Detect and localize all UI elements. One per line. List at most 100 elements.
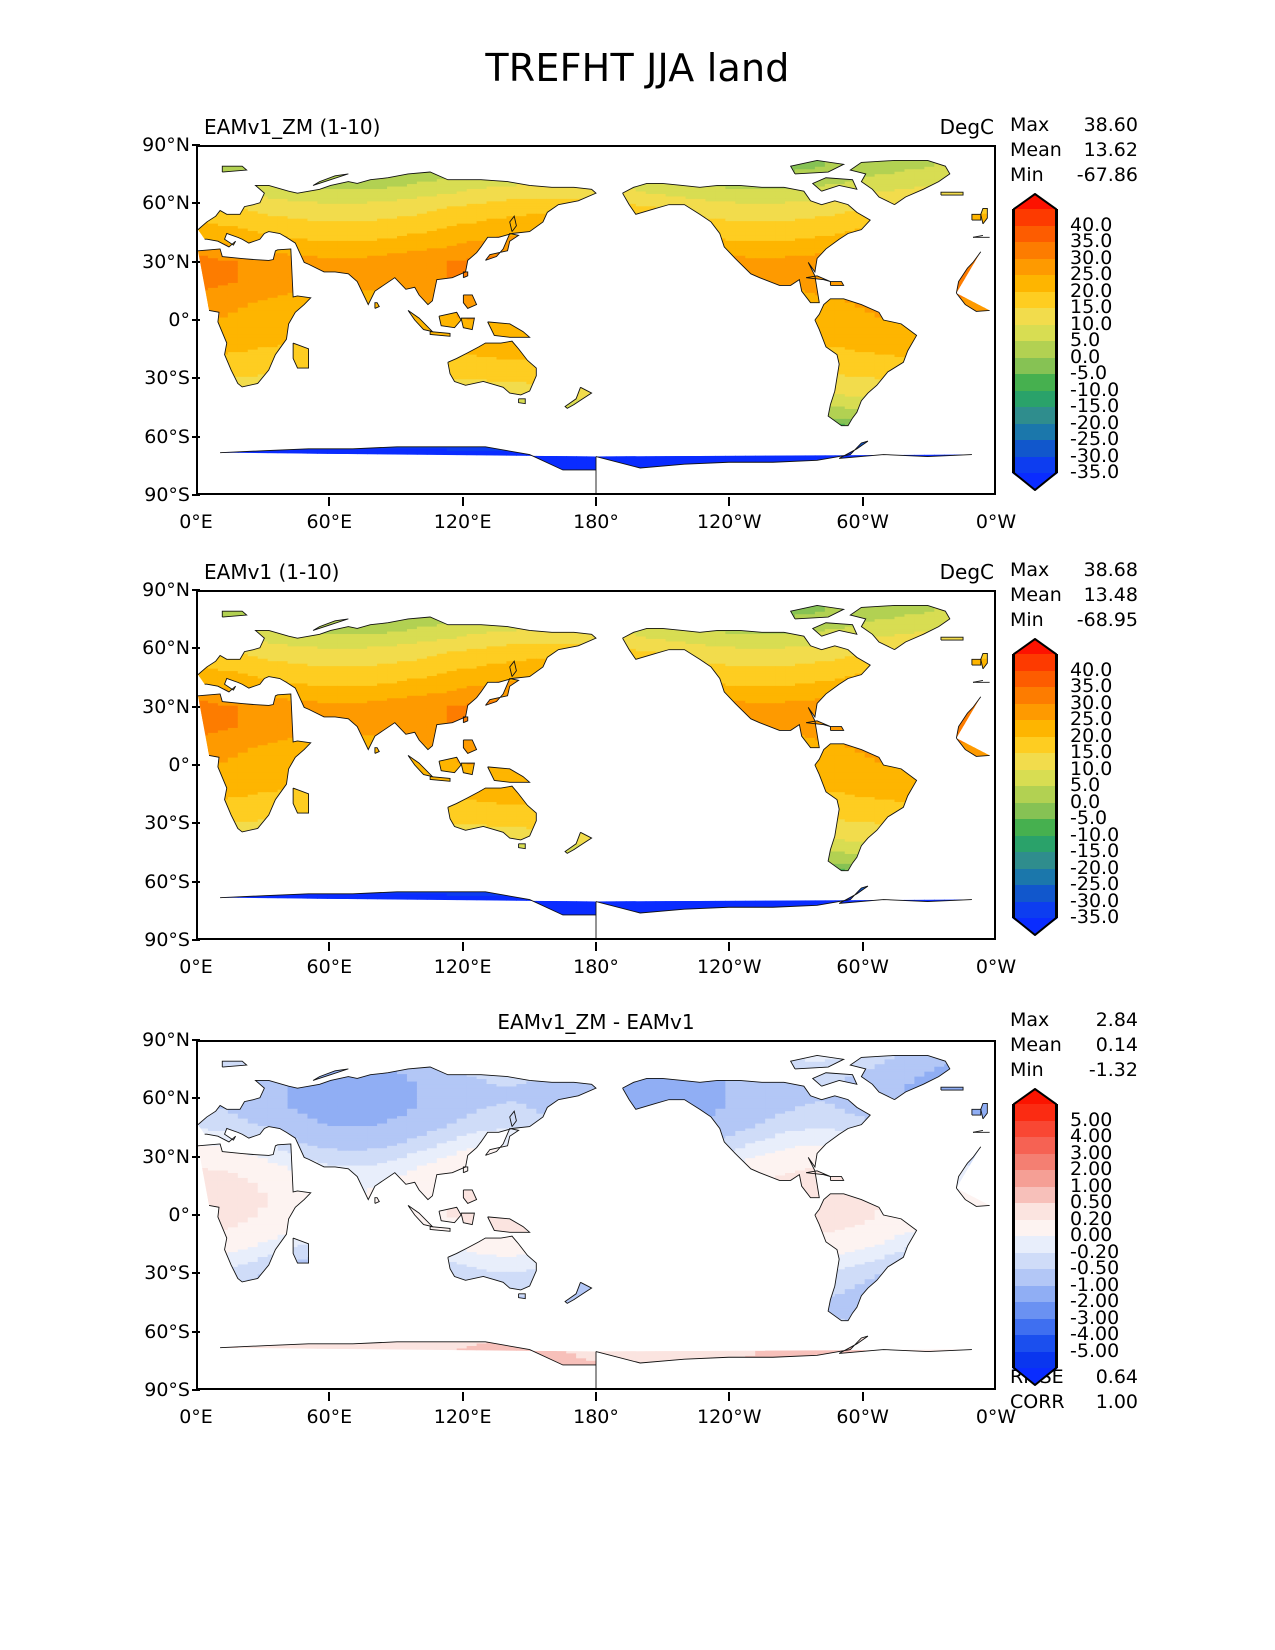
panel-stats: Max 2.84 Mean 0.14 Min -1.32: [1010, 1008, 1138, 1083]
colorbar-tick: -20.0: [1070, 857, 1119, 879]
stat-row: Max 38.68: [1010, 558, 1138, 583]
colorbar-segment: [1014, 357, 1056, 374]
latitude-tick: [192, 1330, 200, 1333]
colorbar-segment: [1014, 1269, 1056, 1286]
longitude-tick-label: 180°: [573, 1406, 619, 1428]
longitude-tick: [861, 1392, 864, 1401]
latitude-tick: [192, 377, 200, 380]
latitude-tick-label: 90°S: [144, 484, 190, 506]
longitude-tick-label: 60°E: [306, 1406, 352, 1428]
latitude-axis: 90°N 60°N 30°N 0° 30°S 60°S 90°S: [96, 134, 200, 506]
stat-value: 38.68: [1084, 558, 1138, 583]
colorbar-tick: -30.0: [1070, 445, 1119, 467]
colorbar-segment: [1014, 819, 1056, 836]
colorbar-tick: -15.0: [1070, 395, 1119, 417]
longitude-tick-label: 120°E: [434, 956, 492, 978]
colorbar-segment: [1014, 456, 1056, 473]
colorbar-tick: 30.0: [1070, 247, 1112, 269]
colorbar-tick: 0.20: [1070, 1208, 1112, 1230]
panel-units-label: DegC: [940, 560, 994, 584]
colorbar-tick: -10.0: [1070, 379, 1119, 401]
colorbar-segment: [1014, 1335, 1056, 1352]
stat-key: Mean: [1010, 1033, 1062, 1058]
colorbar-segment: [1014, 258, 1056, 275]
latitude-tick-label: 60°S: [144, 1321, 190, 1343]
colorbar-segment: [1014, 1236, 1056, 1253]
colorbar-tick: 20.0: [1070, 280, 1112, 302]
stat-key: Max: [1010, 558, 1049, 583]
stat-key: Mean: [1010, 138, 1062, 163]
stat-value: 13.62: [1084, 138, 1138, 163]
colorbar-segment: [1014, 1351, 1056, 1368]
colorbar-segment: [1014, 390, 1056, 407]
colorbar-segment: [1014, 687, 1056, 704]
panel-stats: Max 38.68 Mean 13.48 Min -68.95: [1010, 558, 1138, 633]
latitude-tick: [192, 494, 200, 496]
longitude-tick-label: 120°E: [434, 511, 492, 533]
longitude-axis: 0°E 60°E 120°E 180° 120°W 60°W 0°W: [179, 497, 1016, 537]
latitude-tick: [192, 1389, 200, 1391]
latitude-tick: [192, 822, 200, 825]
longitude-tick-label: 60°E: [306, 511, 352, 533]
map-plot-area: [196, 145, 996, 495]
map-surface: [198, 159, 990, 493]
map-plot-area: [196, 590, 996, 940]
colorbar-segment: [1014, 440, 1056, 457]
latitude-tick-label: 30°N: [142, 1146, 190, 1168]
latitude-tick-label: 60°S: [144, 426, 190, 448]
map-surface: [198, 604, 990, 938]
colorbar-segment: [1014, 1302, 1056, 1319]
colorbar-tick: -5.00: [1070, 1340, 1119, 1362]
colorbar-tick: 2.00: [1070, 1158, 1112, 1180]
colorbar-segment: [1014, 852, 1056, 869]
stat-value: 0.14: [1096, 1033, 1138, 1058]
colorbar-segment: [1014, 242, 1056, 259]
colorbar-segment: [1014, 291, 1056, 308]
colorbar-tick: -3.00: [1070, 1307, 1119, 1329]
latitude-tick: [192, 939, 200, 941]
stat-value: 0.64: [1096, 1365, 1138, 1390]
latitude-tick-label: 0°: [168, 309, 190, 331]
stat-key: Min: [1010, 163, 1044, 188]
longitude-tick-label: 0°E: [179, 956, 213, 978]
latitude-tick: [192, 1272, 200, 1275]
colorbar-segment: [1014, 720, 1056, 737]
colorbar-tick: 0.50: [1070, 1191, 1112, 1213]
stat-key: Mean: [1010, 583, 1062, 608]
panel-units-label: DegC: [940, 115, 994, 139]
longitude-tick-label: 0°W: [976, 956, 1016, 978]
longitude-tick-label: 120°E: [434, 1406, 492, 1428]
colorbar-gradient: [1012, 1104, 1058, 1368]
longitude-tick-label: 180°: [573, 511, 619, 533]
latitude-tick-label: 30°S: [144, 812, 190, 834]
longitude-tick: [728, 497, 731, 506]
colorbar-segment: [1014, 1252, 1056, 1269]
latitude-tick-label: 0°: [168, 754, 190, 776]
stat-row: Mean 13.48: [1010, 583, 1138, 608]
colorbar-segment: [1014, 423, 1056, 440]
longitude-tick: [595, 1392, 597, 1401]
colorbar-segment: [1014, 1186, 1056, 1203]
colorbar-tick: -2.00: [1070, 1290, 1119, 1312]
latitude-tick-label: 90°N: [142, 579, 190, 601]
colorbar-tick: 40.0: [1070, 659, 1112, 681]
latitude-tick-label: 90°S: [144, 929, 190, 951]
colorbar-min-arrow: [1012, 918, 1058, 935]
colorbar-segment: [1014, 654, 1056, 671]
colorbar-segment: [1014, 835, 1056, 852]
stat-key: Min: [1010, 1058, 1044, 1083]
latitude-tick: [192, 1039, 200, 1041]
colorbar-tick: -0.20: [1070, 1241, 1119, 1263]
colorbar-min-arrow: [1012, 473, 1058, 490]
colorbar-segment: [1014, 374, 1056, 391]
latitude-tick-label: 30°N: [142, 696, 190, 718]
colorbar-segment: [1014, 1203, 1056, 1220]
colorbar-max-arrow: [1012, 1088, 1058, 1105]
colorbar-tick: 30.0: [1070, 692, 1112, 714]
stat-value: 1.00: [1096, 1390, 1138, 1415]
colorbar-segment: [1014, 1318, 1056, 1335]
latitude-tick: [192, 880, 200, 883]
latitude-tick-label: 30°N: [142, 251, 190, 273]
latitude-tick-label: 90°S: [144, 1379, 190, 1401]
panel-title: EAMv1_ZM - EAMv1: [196, 1010, 996, 1034]
